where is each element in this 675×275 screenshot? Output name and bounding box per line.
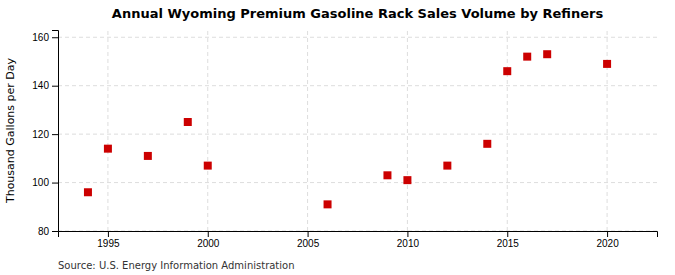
tick: 2000 <box>197 231 220 249</box>
tick-label: 160 <box>32 32 49 43</box>
tick: 120 <box>32 129 58 140</box>
tick-label: 2020 <box>596 238 619 249</box>
tick: 2015 <box>497 231 520 249</box>
tick-label: 2005 <box>297 238 320 249</box>
tick-mark <box>407 231 408 237</box>
tick: 100 <box>32 177 58 188</box>
point <box>543 50 551 58</box>
grid-line <box>407 30 408 231</box>
grid-line <box>507 30 508 231</box>
tick: 2010 <box>397 231 420 249</box>
point <box>184 118 192 126</box>
point <box>204 162 212 170</box>
tick-label: 2000 <box>197 238 220 249</box>
grid <box>58 30 657 231</box>
tick-label: 120 <box>32 129 49 140</box>
x-axis: 1995 2000 2005 2010 2015 2020 <box>59 231 658 249</box>
tick-mark <box>308 231 309 237</box>
tick-mark <box>52 37 58 38</box>
chart: 1995 2000 2005 2010 2015 2020 80 100 120 140 160 An… <box>0 0 675 275</box>
tick-mark <box>52 134 58 135</box>
point <box>104 145 112 153</box>
tick-label: 100 <box>32 177 49 188</box>
axis-line <box>59 232 658 238</box>
axis-line <box>52 31 59 232</box>
tick: 80 <box>38 226 58 237</box>
grid-line <box>58 182 657 183</box>
tick-mark <box>208 231 209 237</box>
point <box>324 200 332 208</box>
tick-label: 140 <box>32 80 49 91</box>
tick: 2005 <box>297 231 320 249</box>
point <box>403 176 411 184</box>
title: Annual Wyoming Premium Gasoline Rack Sal… <box>112 6 604 21</box>
tick: 160 <box>32 32 58 43</box>
grid-line <box>307 30 308 231</box>
tick-mark <box>108 231 109 237</box>
point <box>443 162 451 170</box>
point <box>84 188 92 196</box>
tick-label: 1995 <box>97 238 120 249</box>
y-axis-title: Thousand Gallons per Day <box>4 57 17 204</box>
tick-mark <box>52 231 58 232</box>
tick-mark <box>52 86 58 87</box>
point <box>503 67 511 75</box>
grid-line <box>107 30 108 231</box>
grid-line <box>207 30 208 231</box>
points <box>84 50 611 208</box>
tick-mark <box>52 183 58 184</box>
point <box>603 60 611 68</box>
point <box>144 152 152 160</box>
tick: 140 <box>32 80 58 91</box>
grid-line <box>58 134 657 135</box>
source: Source: U.S. Energy Information Administ… <box>58 260 295 271</box>
tick-label: 2010 <box>397 238 420 249</box>
tick-mark <box>607 231 608 237</box>
tick: 2020 <box>596 231 619 249</box>
point <box>523 53 531 61</box>
point <box>483 140 491 148</box>
grid-line <box>58 37 657 38</box>
grid-line <box>58 85 657 86</box>
y-axis: 80 100 120 140 160 <box>32 31 58 237</box>
point <box>383 171 391 179</box>
tick-label: 80 <box>38 226 50 237</box>
tick-label: 2015 <box>497 238 520 249</box>
tick-mark <box>507 231 508 237</box>
tick: 1995 <box>97 231 120 249</box>
